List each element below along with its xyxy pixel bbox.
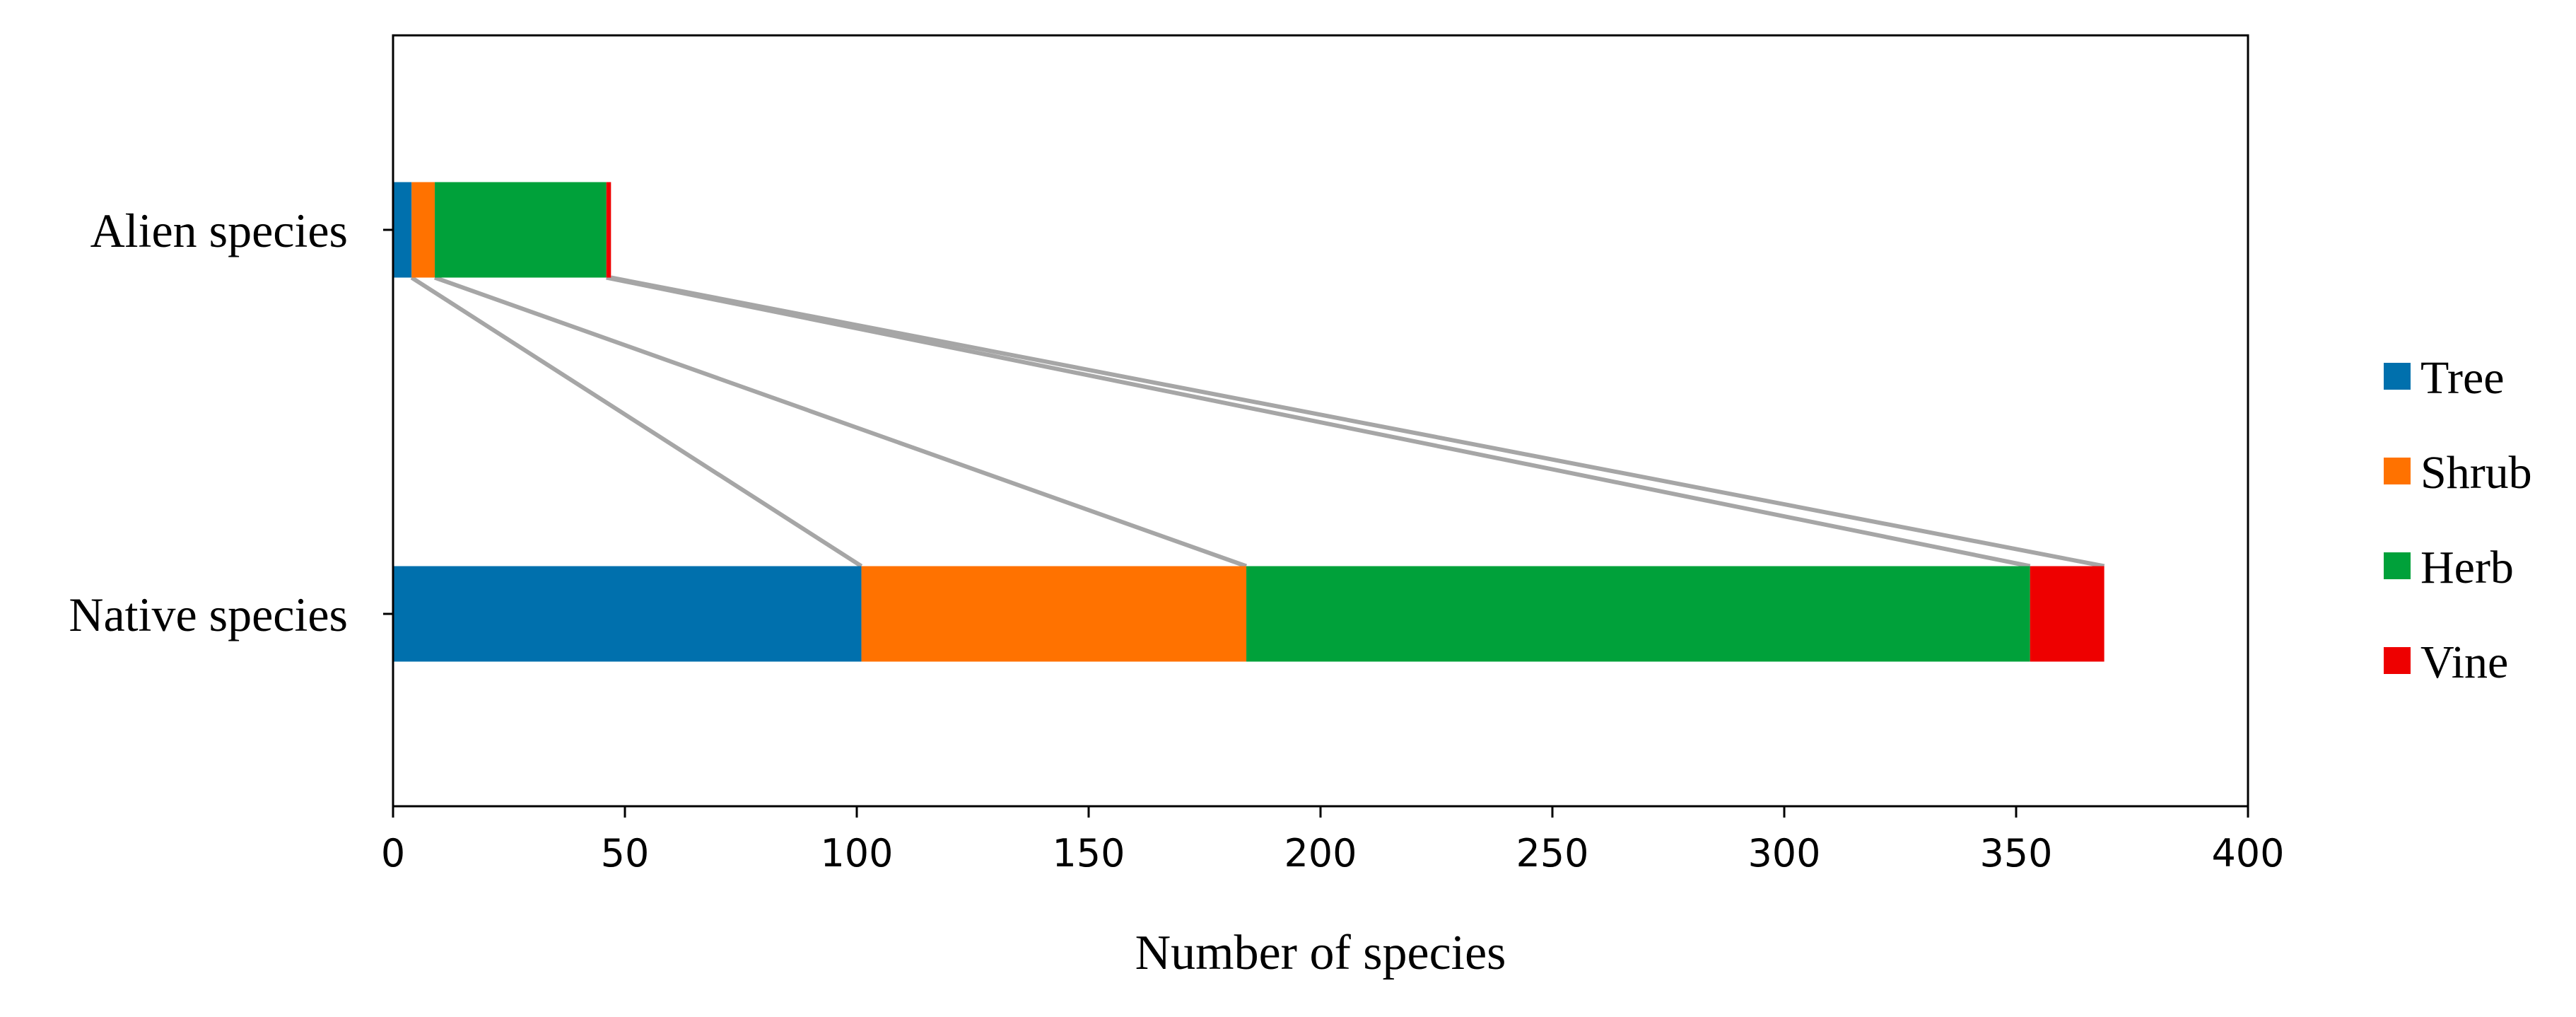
connector-line bbox=[606, 275, 2031, 569]
x-tick-label: 250 bbox=[1516, 831, 1588, 876]
bar-vine-native bbox=[2030, 566, 2104, 662]
x-axis-label: Number of species bbox=[1135, 926, 1506, 980]
y-axis: Alien species Native species bbox=[69, 204, 393, 641]
connector-line bbox=[410, 275, 863, 569]
bar-shrub-alien bbox=[411, 182, 435, 278]
legend-swatch-herb bbox=[2384, 552, 2411, 579]
connector-line bbox=[434, 275, 1248, 569]
legend-swatch-shrub bbox=[2384, 458, 2411, 484]
x-tick-label: 350 bbox=[1979, 831, 2052, 876]
connector-lines bbox=[410, 275, 2105, 569]
x-tick-label: 150 bbox=[1052, 831, 1125, 876]
legend: Tree Shrub Herb Vine bbox=[2384, 352, 2532, 688]
bar-segments bbox=[393, 182, 2104, 662]
x-tick-label: 200 bbox=[1284, 831, 1357, 876]
bar-tree-alien bbox=[393, 182, 412, 278]
legend-label-shrub: Shrub bbox=[2420, 447, 2532, 499]
bar-tree-native bbox=[393, 566, 862, 662]
bar-herb-native bbox=[1246, 566, 2030, 662]
x-tick-label: 0 bbox=[381, 831, 405, 876]
bar-herb-alien bbox=[435, 182, 607, 278]
y-category-label: Native species bbox=[69, 588, 348, 641]
legend-label-vine: Vine bbox=[2420, 637, 2508, 688]
x-tick-label: 50 bbox=[601, 831, 650, 876]
y-category-label: Alien species bbox=[90, 204, 348, 257]
legend-swatch-tree bbox=[2384, 363, 2411, 390]
legend-label-herb: Herb bbox=[2420, 542, 2514, 593]
bar-vine-alien bbox=[606, 182, 611, 278]
legend-label-tree: Tree bbox=[2420, 352, 2505, 404]
x-tick-label: 300 bbox=[1747, 831, 1820, 876]
bar-shrub-native bbox=[861, 566, 1247, 662]
connector-line bbox=[610, 275, 2105, 569]
x-tick-label: 400 bbox=[2211, 831, 2284, 876]
x-tick-label: 100 bbox=[820, 831, 893, 876]
x-axis: 0 50 100 150 200 250 300 350 400 bbox=[381, 806, 2285, 876]
legend-swatch-vine bbox=[2384, 647, 2411, 674]
